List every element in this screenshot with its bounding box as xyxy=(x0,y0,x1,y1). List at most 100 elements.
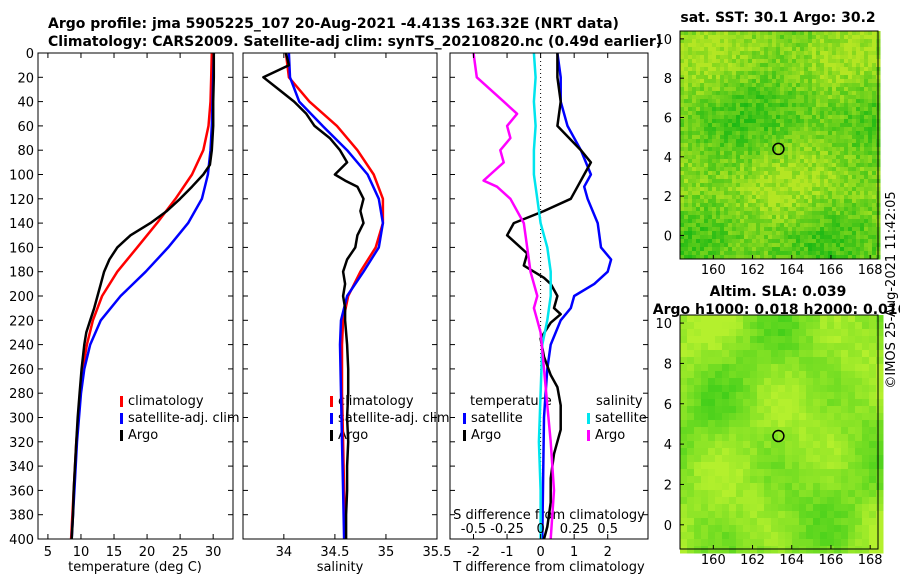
sst-cell xyxy=(788,195,793,200)
sla-cell xyxy=(771,350,779,358)
sla-cell xyxy=(834,434,842,442)
sst-cell xyxy=(832,187,837,192)
sla-cell xyxy=(820,483,828,491)
sst-cell xyxy=(740,31,745,36)
sla-cell xyxy=(855,462,863,470)
sst-cell xyxy=(788,223,793,228)
sst-cell xyxy=(700,151,705,156)
sst-cell xyxy=(700,39,705,44)
sst-cell xyxy=(744,171,749,176)
sst-cell xyxy=(852,243,857,248)
legend-climatology-swatch xyxy=(120,396,123,407)
sst-cell xyxy=(772,199,777,204)
sst-cell xyxy=(860,131,865,136)
sla-cell xyxy=(848,490,856,498)
sst-cell xyxy=(832,219,837,224)
sst-cell xyxy=(784,51,789,56)
sst-cell xyxy=(752,151,757,156)
legend-t-argo-label: Argo xyxy=(471,428,501,443)
sst-cell xyxy=(816,135,821,140)
sst-cell xyxy=(864,167,869,172)
sst-cell xyxy=(788,123,793,128)
sla-cell xyxy=(743,406,751,414)
sla-cell xyxy=(806,476,814,484)
sla-cell xyxy=(757,343,765,351)
sst-cell xyxy=(756,55,761,60)
sst-cell xyxy=(700,243,705,248)
sst-cell xyxy=(764,71,769,76)
sst-cell xyxy=(748,219,753,224)
sst-cell xyxy=(792,71,797,76)
sst-cell xyxy=(772,239,777,244)
sla-cell xyxy=(715,490,723,498)
sst-cell xyxy=(848,87,853,92)
sst-cell xyxy=(836,59,841,64)
sst-cell xyxy=(864,239,869,244)
sla-cell xyxy=(862,455,870,463)
sla-cell xyxy=(687,469,695,477)
sst-cell xyxy=(752,251,757,256)
sla-cell xyxy=(869,413,877,421)
sst-cell xyxy=(776,159,781,164)
sla-cell xyxy=(771,329,779,337)
sst-cell xyxy=(692,223,697,228)
sst-cell xyxy=(756,135,761,140)
sst-cell xyxy=(864,59,869,64)
sst-cell xyxy=(712,163,717,168)
sst-cell xyxy=(764,79,769,84)
sst-cell xyxy=(740,79,745,84)
sst-cell xyxy=(716,127,721,132)
sst-cell xyxy=(792,111,797,116)
sst-cell xyxy=(840,183,845,188)
sst-cell xyxy=(848,35,853,40)
sst-cell xyxy=(736,91,741,96)
sla-cell xyxy=(736,434,744,442)
sst-cell xyxy=(780,179,785,184)
sla-cell xyxy=(799,546,807,554)
sst-cell xyxy=(700,119,705,124)
sst-cell xyxy=(720,251,725,256)
sst-cell xyxy=(820,47,825,52)
sla-cell xyxy=(743,420,751,428)
sla-cell xyxy=(806,455,814,463)
sst-cell xyxy=(712,203,717,208)
sst-cell xyxy=(764,43,769,48)
sst-cell xyxy=(848,235,853,240)
sst-cell xyxy=(840,35,845,40)
sla-cell xyxy=(806,427,814,435)
sst-cell xyxy=(844,147,849,152)
sst-cell xyxy=(724,191,729,196)
sla-cell xyxy=(834,497,842,505)
sla-cell xyxy=(813,336,821,344)
sla-cell xyxy=(869,364,877,372)
sst-cell xyxy=(872,183,877,188)
sla-cell xyxy=(708,392,716,400)
sst-cell xyxy=(768,95,773,100)
sst-cell xyxy=(692,51,697,56)
sst-cell xyxy=(732,111,737,116)
sst-cell xyxy=(852,191,857,196)
sla-cell xyxy=(869,448,877,456)
depth-tick-label: 260 xyxy=(9,363,34,378)
sst-cell xyxy=(844,255,849,260)
sla-cell xyxy=(750,476,758,484)
sst-cell xyxy=(716,167,721,172)
sst-cell xyxy=(692,179,697,184)
sla-cell xyxy=(750,448,758,456)
sla-cell xyxy=(799,315,807,323)
sst-cell xyxy=(736,235,741,240)
sst-cell xyxy=(804,127,809,132)
sst-cell xyxy=(704,35,709,40)
sst-cell xyxy=(776,127,781,132)
sst-cell xyxy=(796,83,801,88)
sst-cell xyxy=(692,243,697,248)
sla-cell xyxy=(729,399,737,407)
sla-cell xyxy=(834,462,842,470)
sst-cell xyxy=(820,187,825,192)
sst-cell xyxy=(736,247,741,252)
sla-cell xyxy=(708,462,716,470)
sst-cell xyxy=(768,31,773,36)
sst-cell xyxy=(688,227,693,232)
sla-cell xyxy=(876,350,884,358)
sst-cell xyxy=(752,47,757,52)
